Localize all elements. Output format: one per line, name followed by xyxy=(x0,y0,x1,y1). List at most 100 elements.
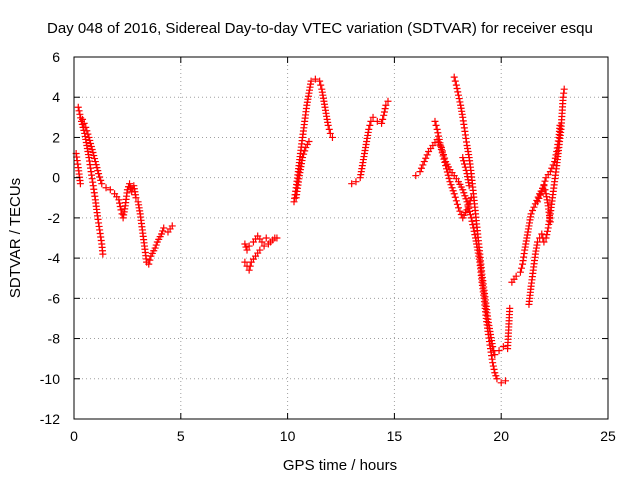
data-point-marker xyxy=(461,163,469,171)
data-point-marker xyxy=(74,103,82,111)
data-point-marker xyxy=(516,268,524,276)
data-point-marker xyxy=(451,193,459,201)
data-point-marker xyxy=(431,117,439,125)
data-point-marker xyxy=(517,264,525,272)
data-point-marker xyxy=(76,110,84,118)
data-point-marker xyxy=(95,170,103,178)
data-point-marker xyxy=(436,139,444,147)
data-point-marker xyxy=(446,178,454,186)
x-tick-label: 25 xyxy=(600,428,616,444)
data-point-marker xyxy=(469,224,477,232)
data-point-marker xyxy=(91,155,99,163)
data-point-marker xyxy=(416,168,424,176)
data-point-marker xyxy=(115,196,123,204)
data-point-marker xyxy=(86,136,94,144)
y-axis-label: SDTVAR / TECUs xyxy=(7,178,24,298)
data-point-marker xyxy=(94,167,102,175)
data-point-marker xyxy=(468,217,476,225)
data-point-marker xyxy=(420,158,428,166)
data-point-marker xyxy=(534,238,542,246)
data-point-marker xyxy=(460,160,468,168)
data-point-marker xyxy=(380,108,388,116)
data-point-marker xyxy=(546,168,554,176)
axis-ticks: 0 5 10 15 20 25 -12 -10 -8 -6 -4 -2 0 2 4 6 xyxy=(40,49,616,444)
data-point-marker xyxy=(454,91,462,99)
y-tick-label: -4 xyxy=(48,250,61,266)
data-point-marker xyxy=(311,75,319,83)
data-point-marker xyxy=(434,129,442,137)
data-point-marker xyxy=(242,243,250,251)
data-point-marker xyxy=(85,133,93,141)
y-tick-label: -8 xyxy=(48,331,61,347)
data-point-marker xyxy=(168,222,176,230)
plot-frame xyxy=(73,56,609,420)
data-point-marker xyxy=(534,198,542,206)
data-point-marker xyxy=(529,207,537,215)
x-tick-label: 10 xyxy=(280,428,296,444)
data-point-marker xyxy=(432,121,440,129)
data-point-marker xyxy=(262,234,270,242)
data-point-marker xyxy=(80,119,88,127)
data-point-marker xyxy=(160,224,168,232)
data-point-marker xyxy=(548,164,556,172)
x-tick-label: 5 xyxy=(177,428,185,444)
data-point-marker xyxy=(464,203,472,211)
data-point-marker xyxy=(462,195,470,203)
x-tick-label: 20 xyxy=(493,428,509,444)
data-point-marker xyxy=(556,121,564,129)
data-point-marker xyxy=(460,189,468,197)
data-point-marker xyxy=(423,151,431,159)
data-point-marker xyxy=(433,125,441,133)
data-point-marker xyxy=(459,154,467,162)
data-point-marker xyxy=(448,184,456,192)
data-point-marker xyxy=(326,129,334,137)
data-point-marker xyxy=(367,117,375,125)
data-point-marker xyxy=(246,262,254,270)
data-point-marker xyxy=(241,258,249,266)
data-point-marker xyxy=(93,164,101,172)
data-point-marker xyxy=(454,204,462,212)
data-point-marker xyxy=(530,203,538,211)
data-point-marker xyxy=(543,231,551,239)
data-point-marker xyxy=(495,347,503,355)
data-point-marker xyxy=(301,147,309,155)
data-point-marker xyxy=(452,81,460,89)
data-point-marker xyxy=(492,372,500,380)
data-point-marker xyxy=(152,241,160,249)
data-point-marker xyxy=(465,182,473,190)
data-point-marker xyxy=(456,98,464,106)
data-point-marker xyxy=(422,154,430,162)
data-point-marker xyxy=(267,238,275,246)
data-point-marker xyxy=(466,211,474,219)
data-point-marker xyxy=(243,246,251,254)
data-point-marker xyxy=(460,157,468,165)
y-tick-label: -12 xyxy=(40,411,60,427)
data-point-marker xyxy=(87,139,95,147)
data-point-marker xyxy=(97,176,105,184)
data-point-marker xyxy=(99,250,107,258)
data-point-marker xyxy=(412,172,420,180)
data-point-marker xyxy=(443,168,451,176)
data-markers xyxy=(72,73,568,387)
data-point-marker xyxy=(535,194,543,202)
grid-lines xyxy=(74,57,608,419)
y-tick-label: -10 xyxy=(40,371,60,387)
data-point-marker xyxy=(83,127,91,135)
x-tick-label: 15 xyxy=(387,428,403,444)
data-point-marker xyxy=(540,181,548,189)
data-point-marker xyxy=(88,146,96,154)
data-point-marker xyxy=(379,115,387,123)
data-point-marker xyxy=(497,379,505,387)
data-point-marker xyxy=(435,132,443,140)
data-point-marker xyxy=(303,140,311,148)
data-point-marker xyxy=(89,149,97,157)
data-point-marker xyxy=(512,272,520,280)
data-point-marker xyxy=(102,184,110,192)
data-point-marker xyxy=(454,88,462,96)
data-point-marker xyxy=(549,161,557,169)
data-point-marker xyxy=(352,178,360,186)
data-point-marker xyxy=(258,238,266,246)
data-point-marker xyxy=(365,125,373,133)
data-point-marker xyxy=(378,119,386,127)
data-point-marker xyxy=(489,359,497,367)
